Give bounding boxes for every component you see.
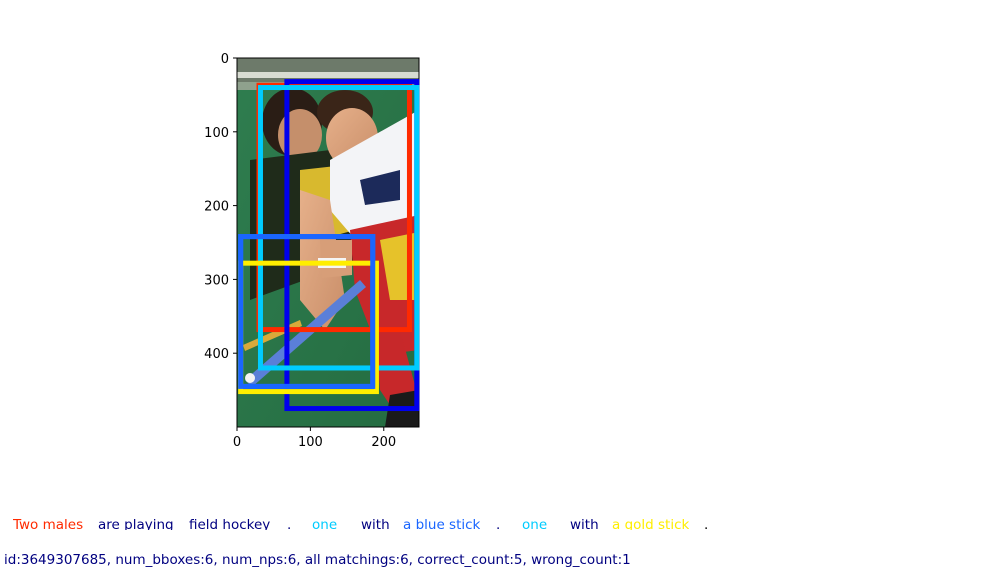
bounding-boxes [238, 79, 420, 412]
y-tick-label: 200 [204, 200, 229, 215]
x-tick-label: 100 [298, 435, 323, 450]
y-tick-label: 100 [204, 126, 229, 141]
caption-segment: . [704, 517, 709, 530]
caption-segment: a blue stick [403, 517, 481, 530]
caption-segment: one [522, 517, 548, 530]
y-tick-label: 0 [221, 52, 229, 67]
x-tick-label: 200 [371, 435, 396, 450]
x-tick-label: 0 [233, 435, 241, 450]
y-tick-label: 400 [204, 347, 229, 362]
caption-segment: with [570, 517, 599, 530]
info-line: id:3649307685, num_bboxes:6, num_nps:6, … [4, 552, 631, 568]
y-tick-label: 300 [204, 273, 229, 288]
y-axis-ticks: 0 100 200 300 400 [204, 52, 237, 362]
bbox-5 [238, 234, 376, 389]
caption-segment: . [287, 517, 292, 530]
caption-segment: . [496, 517, 501, 530]
caption-segment: Two males [13, 517, 84, 530]
bbox-2 [257, 85, 420, 371]
caption-segment: field hockey [189, 517, 271, 530]
photo [237, 58, 419, 427]
caption-segment: with [361, 517, 390, 530]
caption-segment: a gold stick [612, 517, 690, 530]
x-axis-ticks: 0 100 200 [233, 427, 396, 450]
caption-segment: are playing [98, 517, 174, 530]
caption-line: Two males are playing field hockey. one with… [0, 516, 1000, 536]
caption-segment: one [312, 517, 338, 530]
